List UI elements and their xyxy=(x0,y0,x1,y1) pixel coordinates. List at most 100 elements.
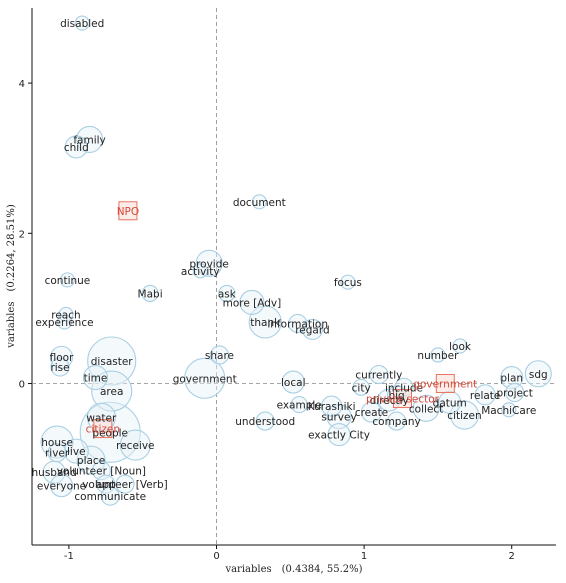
word-label: company xyxy=(372,416,420,428)
word-bubble xyxy=(209,345,230,365)
word-label: city xyxy=(352,382,371,394)
word-bubble xyxy=(255,411,275,431)
word-bubble xyxy=(327,423,351,447)
word-label: currently xyxy=(355,370,402,382)
y-axis-label: variables (0.2264, 28.51%) xyxy=(6,204,17,349)
word-label: provide xyxy=(189,258,228,270)
word-bubble xyxy=(141,284,159,302)
word-bubble xyxy=(56,314,73,330)
word-label: everyone xyxy=(37,481,86,493)
word-label: reach xyxy=(51,309,80,321)
word-bubble xyxy=(500,365,524,390)
word-bubble xyxy=(192,263,208,279)
word-label: place xyxy=(77,455,105,467)
word-label: receive xyxy=(116,440,154,452)
word-label: understood xyxy=(235,416,295,428)
x-tick-label: -1 xyxy=(64,551,74,562)
word-label: volunteer [Verb] xyxy=(82,479,168,491)
word-label: volunteer [Noun] xyxy=(57,466,146,478)
word-bubble xyxy=(449,400,480,430)
word-label: sdg xyxy=(529,369,548,381)
word-bubble xyxy=(40,425,74,459)
word-bubble xyxy=(301,318,324,340)
x-tick-label: 1 xyxy=(361,551,367,562)
word-bubble xyxy=(218,284,236,302)
word-label: people xyxy=(92,427,128,439)
word-label: app xyxy=(96,479,116,491)
word-label: plan xyxy=(500,373,523,385)
variable-marker xyxy=(392,389,412,409)
word-label: experience xyxy=(35,317,93,329)
word-bubble xyxy=(82,364,109,391)
word-bubble xyxy=(321,395,343,417)
word-label: house xyxy=(41,437,73,449)
y-tick-label: 0 xyxy=(19,380,25,391)
word-bubble xyxy=(115,474,135,494)
word-label: citizen xyxy=(447,410,481,422)
word-bubble xyxy=(49,474,74,498)
variable-label: government xyxy=(413,379,477,391)
x-axis: -1 0 1 2 xyxy=(64,545,515,562)
variable-marker xyxy=(435,374,455,394)
word-label: floor xyxy=(50,352,74,364)
word-label: relate xyxy=(470,390,500,402)
word-label: look xyxy=(449,341,472,353)
word-bubble xyxy=(326,404,352,430)
word-bubble xyxy=(76,445,106,475)
word-label: rise xyxy=(50,362,69,374)
word-bubble xyxy=(248,305,282,339)
word-label: directly xyxy=(370,395,409,407)
y-tick-label: 4 xyxy=(19,79,25,90)
x-tick-label: 0 xyxy=(213,551,219,562)
word-label: area xyxy=(100,386,123,398)
word-bubble xyxy=(47,443,67,463)
word-bubble xyxy=(50,357,70,377)
word-label: Kurashiki xyxy=(308,401,356,413)
word-label: regard xyxy=(295,324,329,336)
word-bubble xyxy=(96,474,116,494)
word-label: thank xyxy=(250,317,281,329)
word-label: share xyxy=(205,350,234,362)
word-label: project xyxy=(496,388,532,400)
word-label: survey xyxy=(321,412,356,424)
word-label: disaster xyxy=(91,356,134,368)
word-label: husband xyxy=(32,467,77,479)
word-bubble xyxy=(524,360,552,388)
word-bubble xyxy=(49,345,74,369)
word-label: MachiCare xyxy=(481,405,536,417)
reference-lines xyxy=(32,8,556,545)
word-bubble xyxy=(430,347,446,363)
word-bubble xyxy=(387,411,407,431)
y-tick-label: 2 xyxy=(19,229,25,240)
word-label: ask xyxy=(218,288,237,300)
word-label: number xyxy=(417,350,459,362)
word-bubble xyxy=(290,396,308,414)
word-bubble xyxy=(360,401,383,423)
word-label: disabled xyxy=(60,18,104,30)
word-bubble xyxy=(58,306,74,322)
word-bubble xyxy=(64,135,88,159)
word-bubble xyxy=(412,394,440,422)
word-bubble xyxy=(340,274,356,290)
word-bubble xyxy=(369,364,389,385)
word-label: family xyxy=(73,134,105,146)
word-bubble xyxy=(74,15,90,31)
word-label: exactly City xyxy=(308,430,370,442)
word-bubble xyxy=(352,378,370,396)
word-bubble xyxy=(239,289,265,315)
word-bubble xyxy=(288,313,308,333)
word-label: government xyxy=(173,373,237,385)
word-label: local xyxy=(281,377,305,389)
variable-marker xyxy=(93,419,113,439)
variable-labels: NPO government citizen private sector xyxy=(86,206,478,436)
word-label: information xyxy=(267,318,328,330)
word-bubble xyxy=(100,486,120,506)
word-label: example xyxy=(277,400,322,412)
word-label: collect xyxy=(409,403,443,415)
variable-label: citizen xyxy=(86,424,120,436)
word-bubble xyxy=(63,438,89,464)
variable-markers xyxy=(93,201,455,439)
word-bubble xyxy=(91,370,133,412)
